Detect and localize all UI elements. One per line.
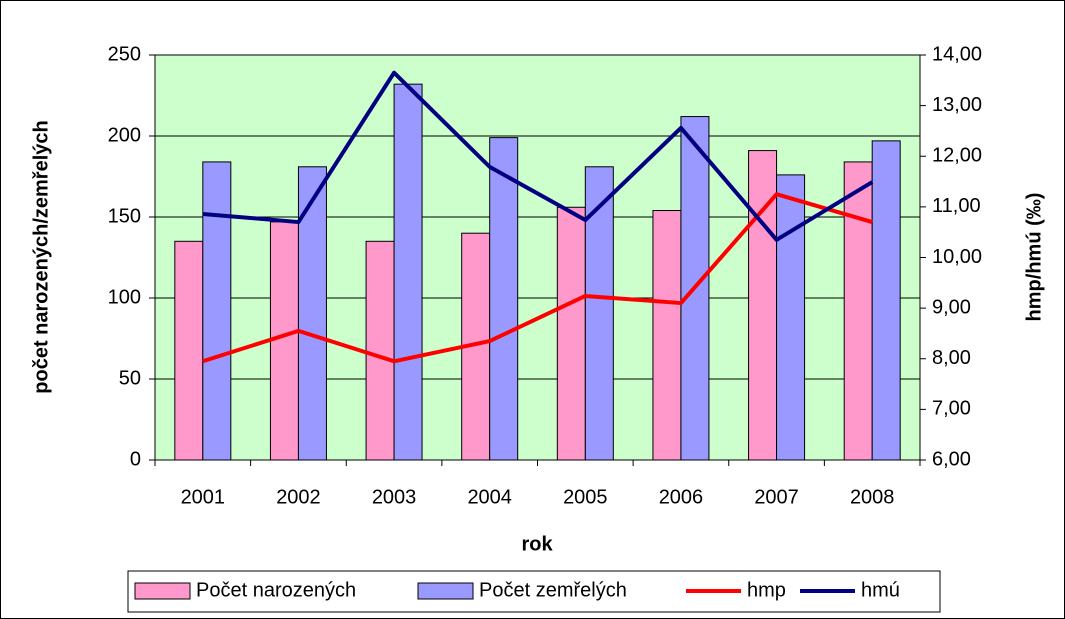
bar — [776, 174, 806, 461]
y2-tick-label: 11,00 — [932, 195, 981, 217]
legend-label: hmp — [747, 579, 786, 601]
line — [202, 70, 874, 242]
y-tick-label: 50 — [119, 367, 141, 389]
y2-tick-label: 9,00 — [932, 296, 971, 318]
bar — [556, 206, 586, 461]
bar — [489, 137, 519, 461]
x-tick-label: 2006 — [659, 486, 704, 508]
bar — [393, 83, 423, 461]
y-tick-label: 0 — [130, 448, 141, 470]
bar — [871, 140, 901, 461]
bar — [297, 166, 327, 461]
y-tick-label: 100 — [108, 286, 141, 308]
y2-tick-label: 7,00 — [932, 398, 971, 420]
x-tick-label: 2008 — [850, 486, 895, 508]
x-tick-label: 2002 — [276, 486, 321, 508]
x-tick-label: 2004 — [467, 486, 512, 508]
bar — [652, 210, 682, 461]
x-tick-label: 2005 — [563, 486, 608, 508]
x-tick-label: 2007 — [754, 486, 799, 508]
legend-swatch — [417, 582, 474, 600]
y2-tick-label: 13,00 — [932, 94, 982, 116]
legend-label: Počet narozených — [196, 579, 356, 601]
line — [202, 192, 873, 364]
y2-axis-label: hmp/hmú (‰) — [1023, 193, 1045, 322]
y2-tick-label: 6,00 — [932, 448, 971, 470]
plot-area — [154, 54, 921, 461]
bar — [365, 240, 395, 461]
legend-label: Počet zemřelých — [479, 579, 627, 601]
y2-tick-label: 14,00 — [932, 43, 982, 65]
x-tick-label: 2001 — [181, 486, 226, 508]
bar — [269, 221, 299, 461]
bar — [202, 161, 232, 461]
y-tick-label: 150 — [108, 205, 141, 227]
y2-tick-label: 10,00 — [932, 246, 982, 268]
x-axis-label: rok — [521, 533, 553, 555]
bar — [843, 161, 873, 461]
bar — [584, 166, 614, 461]
y-tick-label: 200 — [108, 124, 141, 146]
bar — [174, 240, 204, 461]
x-tick-label: 2003 — [372, 486, 417, 508]
y-axis-label: počet narozených/zemřelých — [30, 120, 52, 393]
y2-tick-label: 8,00 — [932, 347, 971, 369]
y-tick-label: 250 — [108, 43, 141, 65]
legend-swatch — [134, 582, 191, 600]
y2-tick-label: 12,00 — [932, 145, 982, 167]
legend-label: hmú — [861, 579, 900, 601]
